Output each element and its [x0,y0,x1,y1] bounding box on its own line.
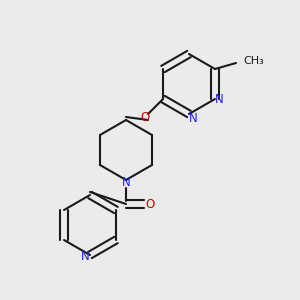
Text: N: N [122,176,130,190]
Text: N: N [189,112,198,125]
Text: CH₃: CH₃ [244,56,264,67]
Text: N: N [215,92,224,106]
Text: O: O [146,197,154,211]
Text: N: N [81,250,90,263]
Text: O: O [140,110,150,124]
